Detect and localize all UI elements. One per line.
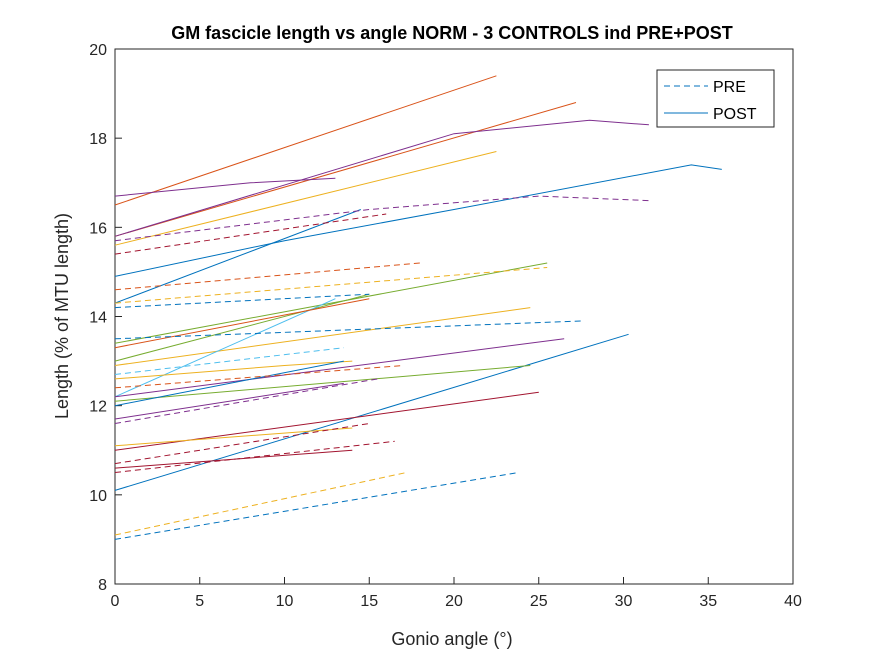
x-tick-label: 25 [530, 593, 548, 610]
series-line-post-14 [114, 333, 629, 491]
plot-area [114, 48, 794, 585]
y-axis: 8 10 12 14 16 18 20 [89, 42, 122, 594]
chart-title: GM fascicle length vs angle NORM - 3 CON… [171, 23, 733, 43]
series-line-post-15 [114, 365, 531, 402]
series-line-post-8 [114, 293, 370, 362]
series-line-post-12 [114, 338, 565, 398]
x-tick-label: 35 [699, 593, 717, 610]
x-tick-label: 20 [445, 593, 463, 610]
series-line-post-3 [114, 151, 497, 246]
series-line-post-7 [114, 262, 548, 344]
series-line-pre-21 [114, 472, 519, 540]
legend-label-post: POST [713, 106, 757, 123]
y-tick-label: 8 [98, 577, 107, 594]
series-layer [114, 75, 722, 540]
legend-label-pre: PRE [713, 79, 746, 96]
x-tick-label: 0 [111, 593, 120, 610]
series-line-pre-33 [114, 440, 395, 473]
series-line-post-0 [114, 75, 497, 206]
series-line-post-16 [114, 360, 344, 407]
y-tick-label: 18 [89, 131, 107, 148]
x-tick-label: 10 [276, 593, 294, 610]
x-tick-label: 30 [615, 593, 633, 610]
series-line-post-20 [114, 449, 353, 469]
y-axis-label: Length (% of MTU length) [52, 213, 72, 419]
x-axis-label: Gonio angle (°) [391, 629, 512, 649]
series-line-post-1 [114, 102, 577, 237]
series-line-pre-31 [114, 378, 378, 424]
series-line-pre-30 [114, 365, 404, 389]
series-line-post-9 [114, 307, 531, 366]
series-line-pre-29 [114, 347, 344, 375]
series-line-pre-24 [114, 213, 387, 255]
series-line-post-10 [114, 298, 336, 398]
y-tick-label: 20 [89, 42, 107, 59]
x-axis: 0 5 10 15 20 25 30 35 40 [111, 577, 802, 610]
series-line-post-4 [114, 177, 336, 197]
legend-box [656, 69, 775, 128]
y-tick-label: 16 [89, 220, 107, 237]
legend: PRE POST [656, 69, 775, 128]
series-line-post-19 [114, 427, 353, 447]
series-line-post-13 [114, 360, 353, 380]
series-line-pre-27 [114, 293, 370, 309]
series-line-post-11 [114, 298, 370, 349]
series-line-post-6 [114, 209, 361, 304]
series-line-post-18 [114, 382, 344, 420]
y-tick-label: 14 [89, 310, 107, 327]
y-tick-label: 12 [89, 399, 107, 416]
series-line-post-2 [114, 119, 649, 237]
series-line-pre-28 [114, 320, 582, 340]
series-line-post-5 [114, 164, 722, 277]
x-tick-label: 5 [195, 593, 204, 610]
y-tick-label: 10 [89, 488, 107, 505]
series-line-pre-25 [114, 262, 421, 291]
x-tick-label: 15 [360, 593, 378, 610]
x-tick-label: 40 [784, 593, 802, 610]
series-line-pre-26 [114, 267, 548, 304]
series-line-pre-32 [114, 423, 370, 465]
series-line-pre-23 [114, 195, 649, 242]
